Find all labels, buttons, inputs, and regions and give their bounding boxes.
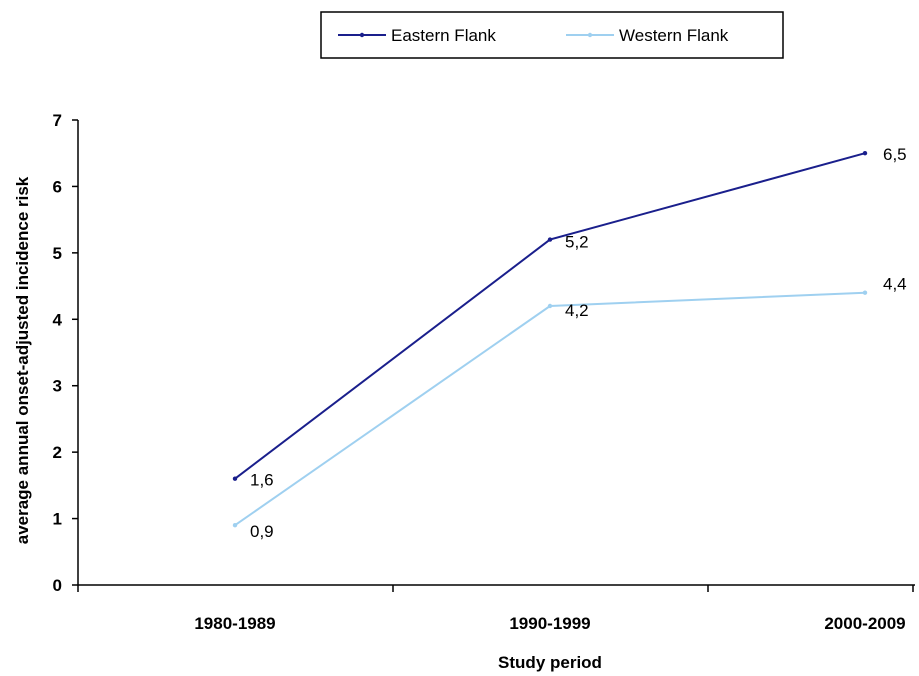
data-point [862, 290, 868, 295]
data-point [547, 303, 553, 309]
x-axis-title: Study period [498, 653, 602, 672]
data-point [862, 151, 868, 156]
legend-label: Western Flank [619, 26, 729, 45]
data-label: 0,9 [250, 522, 274, 541]
y-tick-label: 5 [53, 244, 62, 263]
y-tick-label: 3 [53, 377, 62, 396]
x-tick-label: 1980-1989 [194, 614, 275, 633]
data-point [547, 237, 553, 242]
data-label: 5,2 [565, 233, 589, 252]
data-label: 6,5 [883, 145, 907, 164]
series-line-western-flank [234, 291, 866, 527]
legend: Eastern Flank Western Flank [320, 11, 784, 59]
legend-label: Eastern Flank [391, 26, 496, 45]
series-layer: 1,6 5,2 6,5 0,9 4,2 4,4 [232, 145, 907, 541]
y-axis-title: average annual onset-adjusted incidence … [13, 176, 32, 544]
axes: 0 1 2 3 4 5 6 7 1980-1989 1990-1999 2000-2009 [53, 111, 915, 633]
legend-marker [587, 32, 593, 38]
y-tick-label: 6 [53, 177, 62, 196]
x-tick-label: 2000-2009 [824, 614, 905, 633]
y-tick-label: 1 [53, 510, 62, 529]
series-line-eastern-flank [234, 152, 866, 480]
y-tick-label: 7 [53, 111, 62, 130]
data-point [232, 476, 238, 481]
legend-marker [359, 32, 365, 38]
data-label: 4,2 [565, 301, 589, 320]
y-tick-label: 4 [53, 310, 63, 329]
y-tick-label: 2 [53, 443, 62, 462]
legend-box [320, 11, 784, 59]
x-tick-label: 1990-1999 [509, 614, 590, 633]
y-tick-label: 0 [53, 576, 62, 595]
data-label: 1,6 [250, 471, 274, 490]
data-point [232, 523, 238, 528]
data-label: 4,4 [883, 275, 907, 294]
